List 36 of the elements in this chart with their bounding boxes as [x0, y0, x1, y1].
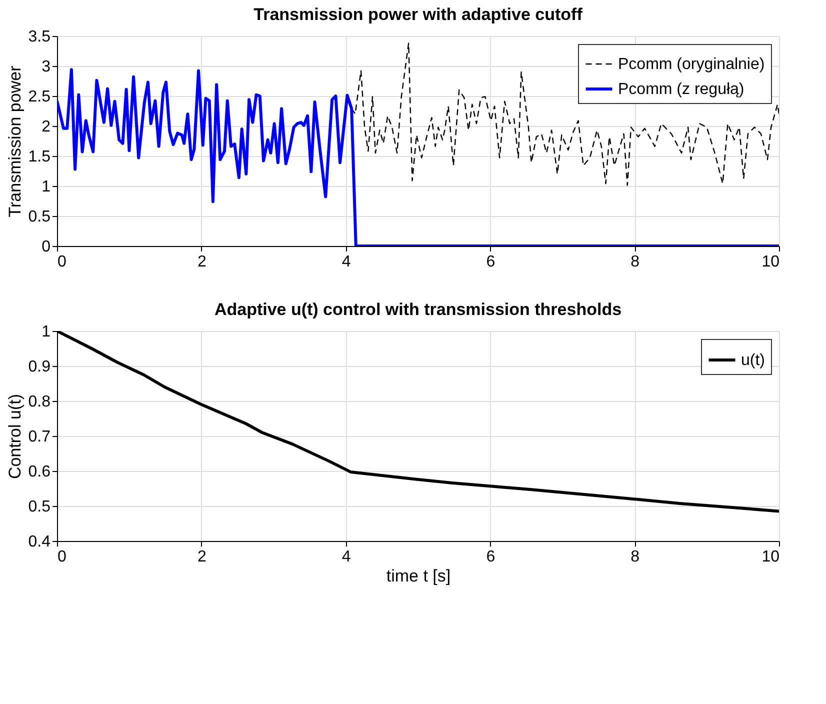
x-tick-label: 10	[762, 548, 780, 566]
y-tick-label: 0.9	[28, 358, 51, 376]
y-tick-label: 0.7	[28, 428, 51, 446]
x-tick-label: 2	[197, 548, 206, 566]
y-tick-label: 3.5	[28, 28, 51, 46]
x-tick-label: 6	[486, 548, 496, 566]
y-tick-label: 0.4	[28, 534, 51, 550]
legend-label: u(t)	[741, 352, 765, 369]
y-tick-label: 0.5	[28, 208, 51, 226]
x-tick-label: 10	[762, 254, 780, 270]
line-series	[350, 42, 779, 186]
x-tick-label: 6	[486, 254, 496, 270]
y-tick-label: 3	[42, 58, 51, 76]
y-tick-label: 1	[42, 324, 51, 340]
y-tick-label: 0	[42, 238, 51, 256]
x-tick-label: 8	[630, 254, 640, 270]
x-axis-title: time t [s]	[386, 566, 451, 586]
y-axis-title: Control u(t)	[5, 394, 24, 480]
legend-label: Pcomm (oryginalnie)	[618, 56, 765, 73]
y-tick-label: 0.8	[28, 394, 51, 410]
x-tick-label: 2	[197, 254, 206, 270]
chart-title: Transmission power with adaptive cutoff	[254, 5, 583, 24]
x-tick-label: 8	[630, 548, 640, 566]
y-tick-label: 1	[42, 178, 51, 196]
y-axis-title: Transmission power	[5, 65, 24, 218]
y-tick-label: 2.5	[28, 88, 51, 106]
chart-title: Adaptive u(t) control with transmission thresholds	[214, 300, 622, 319]
y-tick-label: 1.5	[28, 148, 51, 166]
y-tick-label: 0.5	[28, 498, 51, 516]
x-tick-label: 4	[342, 254, 351, 270]
legend-label: Pcomm (z regułą)	[618, 81, 744, 98]
y-tick-label: 0.6	[28, 464, 51, 480]
y-tick-label: 2	[42, 118, 51, 136]
x-tick-label: 0	[58, 254, 66, 270]
x-tick-label: 4	[342, 548, 351, 566]
x-tick-label: 0	[58, 548, 66, 566]
